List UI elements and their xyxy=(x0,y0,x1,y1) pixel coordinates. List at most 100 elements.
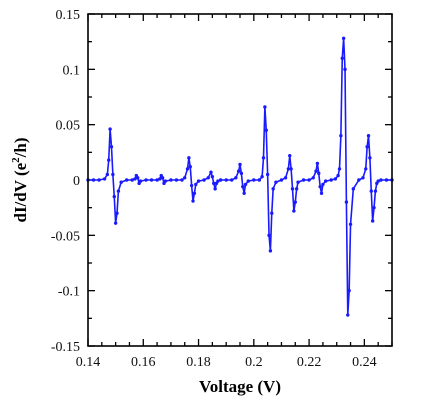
data-point xyxy=(216,179,220,183)
data-point xyxy=(174,178,179,182)
data-point xyxy=(364,167,368,171)
x-tick-label: 0.16 xyxy=(131,355,156,370)
data-point xyxy=(191,199,195,203)
data-point xyxy=(348,222,353,226)
data-point xyxy=(107,158,111,162)
data-point xyxy=(149,178,154,182)
data-point xyxy=(369,189,373,193)
data-point xyxy=(274,180,278,184)
data-point xyxy=(130,178,134,182)
data-point xyxy=(138,179,143,183)
data-point xyxy=(224,178,228,182)
data-point xyxy=(270,211,274,215)
x-tick-label: 0.2 xyxy=(245,355,263,370)
data-point xyxy=(357,178,361,182)
data-point xyxy=(257,178,262,182)
data-point xyxy=(246,179,250,183)
data-point xyxy=(264,128,268,132)
data-point xyxy=(341,36,346,41)
data-point xyxy=(115,211,119,215)
data-point xyxy=(242,191,246,195)
data-point xyxy=(102,177,107,181)
data-point xyxy=(202,178,206,182)
data-point xyxy=(339,134,343,138)
data-point xyxy=(241,184,245,189)
y-tick-label: 0 xyxy=(73,174,80,189)
data-point xyxy=(314,169,318,173)
data-point xyxy=(307,178,311,182)
data-point xyxy=(113,221,118,225)
data-point xyxy=(337,167,342,171)
data-point xyxy=(108,127,112,131)
data-point xyxy=(189,183,194,188)
data-point xyxy=(116,189,121,193)
data-point xyxy=(133,177,137,181)
data-series-line xyxy=(88,37,392,316)
data-point xyxy=(372,205,376,210)
data-point xyxy=(111,172,115,177)
plot-frame xyxy=(87,13,393,347)
data-point xyxy=(196,179,201,183)
y-tick-labels: -0.15 -0.1 -0.05 0 0.05 0.1 0.15 xyxy=(51,8,80,355)
data-point xyxy=(343,67,347,72)
x-tick-labels: 0.14 0.16 0.18 0.2 0.22 0.24 xyxy=(76,355,377,370)
data-point xyxy=(366,134,371,138)
data-point xyxy=(212,181,216,186)
data-point xyxy=(213,187,217,191)
data-point xyxy=(323,179,328,183)
data-point xyxy=(183,176,187,180)
data-point xyxy=(319,191,324,195)
data-point xyxy=(370,219,375,223)
data-point xyxy=(91,178,96,182)
data-point xyxy=(209,170,213,174)
data-point xyxy=(340,56,344,60)
data-point xyxy=(230,178,234,182)
data-point xyxy=(283,176,288,180)
data-point xyxy=(112,194,116,199)
data-point xyxy=(105,172,110,177)
data-point xyxy=(155,178,159,182)
x-tick-label: 0.24 xyxy=(352,355,377,370)
data-point xyxy=(294,187,299,191)
x-tick-label: 0.18 xyxy=(186,355,211,370)
data-point xyxy=(315,161,320,166)
x-axis-title: Voltage (V) xyxy=(199,377,281,396)
data-point xyxy=(260,174,264,179)
data-point xyxy=(351,187,356,191)
data-point xyxy=(271,187,275,191)
data-point xyxy=(321,182,325,187)
y-tick-label: -0.1 xyxy=(58,285,80,300)
data-point xyxy=(318,184,322,189)
data-point xyxy=(365,145,369,149)
data-point xyxy=(243,182,248,187)
y-tick-label: 0.1 xyxy=(63,63,81,78)
data-point xyxy=(329,178,333,182)
data-point xyxy=(261,156,266,160)
data-point xyxy=(279,178,284,182)
data-point xyxy=(188,165,192,169)
data-point xyxy=(136,176,140,180)
data-point xyxy=(234,176,238,180)
data-point xyxy=(267,233,271,238)
x-tick-label: 0.14 xyxy=(76,355,101,370)
data-point xyxy=(185,167,190,171)
data-point xyxy=(180,178,184,182)
data-point xyxy=(187,156,191,160)
data-point xyxy=(292,209,296,213)
data-point xyxy=(236,169,241,173)
data-point xyxy=(317,171,321,176)
data-point xyxy=(347,288,351,293)
data-point xyxy=(301,178,306,182)
data-point xyxy=(119,180,123,184)
y-tick-label: -0.15 xyxy=(51,340,80,355)
data-point xyxy=(293,200,297,204)
data-point xyxy=(346,313,350,317)
data-point xyxy=(263,105,267,109)
data-point xyxy=(344,200,349,204)
data-point xyxy=(289,167,293,171)
data-point xyxy=(239,171,244,176)
y-tick-label: 0.05 xyxy=(56,119,81,134)
data-point xyxy=(361,176,365,180)
data-point xyxy=(368,156,372,160)
